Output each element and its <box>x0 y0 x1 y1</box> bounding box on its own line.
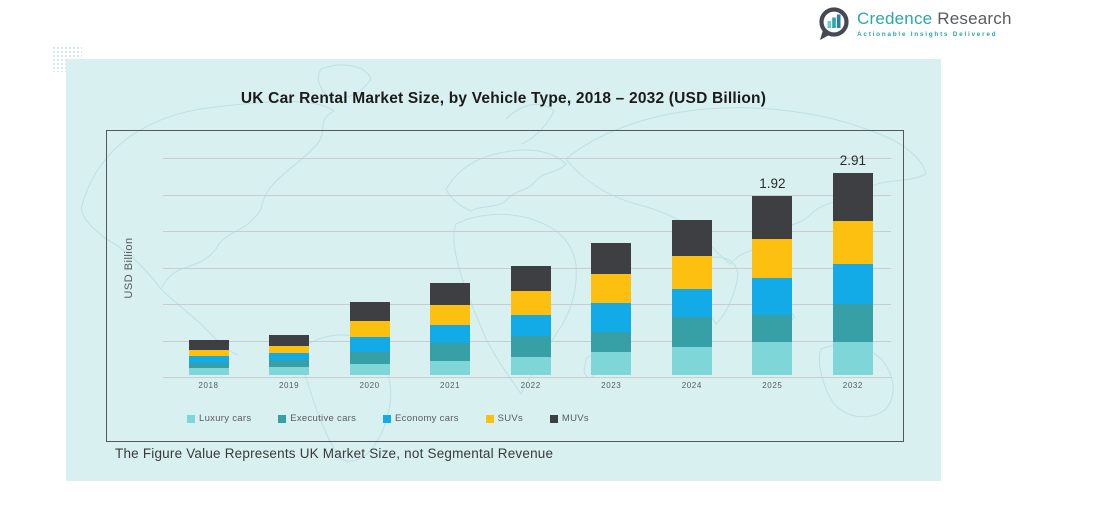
bar-2032 <box>832 172 873 375</box>
brand-logo: Credence Research Actionable Insights De… <box>818 7 1012 41</box>
bar-segment-luxury-cars <box>671 346 712 375</box>
bar-segment-executive-cars <box>510 335 551 358</box>
bar-2023 <box>591 243 632 375</box>
legend-item-suvs: SUVs <box>485 413 524 424</box>
bar-segment-muvs <box>349 301 390 321</box>
bar-2024 <box>671 219 712 375</box>
x-tick-label: 2021 <box>440 381 461 390</box>
bar-2019 <box>269 334 310 375</box>
bar-segment-luxury-cars <box>430 360 471 375</box>
legend-label: Luxury cars <box>199 413 252 424</box>
bar-segment-muvs <box>591 243 632 275</box>
bar-segment-suvs <box>832 220 873 265</box>
x-tick-label: 2018 <box>198 381 219 390</box>
bar-2018 <box>188 340 229 375</box>
bar-segment-executive-cars <box>430 343 471 361</box>
bar-segment-muvs <box>510 265 551 292</box>
bar-segment-muvs <box>269 334 310 346</box>
legend-swatch-icon <box>549 414 558 423</box>
legend-item-luxury-cars: Luxury cars <box>187 413 251 424</box>
bar-segment-luxury-cars <box>752 342 793 375</box>
bar-segment-economy-cars <box>510 314 551 336</box>
bar-segment-luxury-cars <box>269 366 310 375</box>
legend-item-executive-cars: Executive cars <box>278 413 356 424</box>
bar-2025 <box>752 196 793 375</box>
brand-name-primary: Credence <box>857 9 933 28</box>
bar-segment-suvs <box>269 345 310 354</box>
bar-segment-muvs <box>671 219 712 256</box>
gridline <box>163 158 891 159</box>
bar-segment-economy-cars <box>349 337 390 352</box>
legend-item-muvs: MUVs <box>549 413 589 424</box>
legend-label: Economy cars <box>395 413 459 424</box>
bar-value-label: 1.92 <box>759 176 786 192</box>
bar-segment-economy-cars <box>752 278 793 315</box>
gridline <box>163 194 891 196</box>
gridline <box>163 377 891 378</box>
bar-segment-suvs <box>591 274 632 303</box>
bar-segment-suvs <box>671 255 712 289</box>
legend-swatch-icon <box>383 414 392 423</box>
bar-segment-suvs <box>188 349 229 357</box>
legend-swatch-icon <box>485 414 494 423</box>
bar-segment-executive-cars <box>591 331 632 353</box>
legend: Luxury cars Executive cars Economy cars SUV… <box>187 413 589 424</box>
bar-chart-circle-icon <box>819 7 849 40</box>
bar-segment-economy-cars <box>591 302 632 332</box>
bar-2020 <box>349 301 390 375</box>
bar-segment-muvs <box>832 172 873 221</box>
bar-value-label: 2.91 <box>839 152 867 168</box>
brand-logo-text: Credence Research Actionable Insights De… <box>857 7 1012 38</box>
bar-segment-luxury-cars <box>591 352 632 375</box>
bar-segment-executive-cars <box>832 303 873 343</box>
bar-segment-luxury-cars <box>349 363 390 375</box>
legend-label: MUVs <box>561 413 589 424</box>
bar-segment-suvs <box>510 291 551 315</box>
bar-segment-muvs <box>188 340 229 350</box>
x-tick-label: 2020 <box>359 381 380 390</box>
legend-label: SUVs <box>497 413 524 424</box>
bar-segment-luxury-cars <box>510 357 551 375</box>
y-axis-label: USD Billion <box>123 237 135 299</box>
footnote: The Figure Value Represents UK Market Si… <box>115 446 554 461</box>
x-tick-label: 2032 <box>842 381 863 390</box>
bar-segment-executive-cars <box>671 316 712 347</box>
gridline <box>163 231 891 232</box>
chart-plot-area: USD Billion Luxury cars Executive cars Eco… <box>106 130 904 442</box>
brand-name-secondary: Research <box>937 9 1012 28</box>
brand-name: Credence Research <box>857 9 1012 29</box>
bar-segment-luxury-cars <box>188 368 229 375</box>
chart-title: UK Car Rental Market Size, by Vehicle Ty… <box>240 90 767 107</box>
bar-segment-executive-cars <box>752 314 793 343</box>
bar-segment-luxury-cars <box>832 342 873 375</box>
bar-segment-economy-cars <box>832 264 873 304</box>
bar-segment-suvs <box>752 238 793 279</box>
legend-item-economy-cars: Economy cars <box>383 413 459 424</box>
legend-label: Executive cars <box>290 413 357 424</box>
bar-segment-muvs <box>430 282 471 305</box>
bar-segment-economy-cars <box>671 288 712 317</box>
x-tick-label: 2019 <box>278 381 300 390</box>
bar-segment-executive-cars <box>269 359 310 367</box>
x-tick-label: 2024 <box>681 381 702 390</box>
x-tick-label: 2025 <box>762 381 783 390</box>
bar-segment-muvs <box>752 196 793 239</box>
bar-segment-executive-cars <box>349 351 390 364</box>
bar-segment-executive-cars <box>188 362 229 369</box>
bar-segment-economy-cars <box>430 325 471 344</box>
x-tick-label: 2022 <box>520 381 541 390</box>
bar-segment-economy-cars <box>188 356 229 363</box>
legend-swatch-icon <box>187 414 195 423</box>
bar-2021 <box>430 282 471 375</box>
bar-segment-economy-cars <box>269 353 310 360</box>
bar-segment-suvs <box>430 304 471 326</box>
bar-2022 <box>510 265 551 375</box>
brand-tagline: Actionable Insights Delivered <box>857 31 998 38</box>
chart-panel: UK Car Rental Market Size, by Vehicle Ty… <box>66 59 941 481</box>
bar-segment-suvs <box>349 320 390 338</box>
x-tick-label: 2023 <box>601 381 622 390</box>
legend-swatch-icon <box>278 414 287 423</box>
